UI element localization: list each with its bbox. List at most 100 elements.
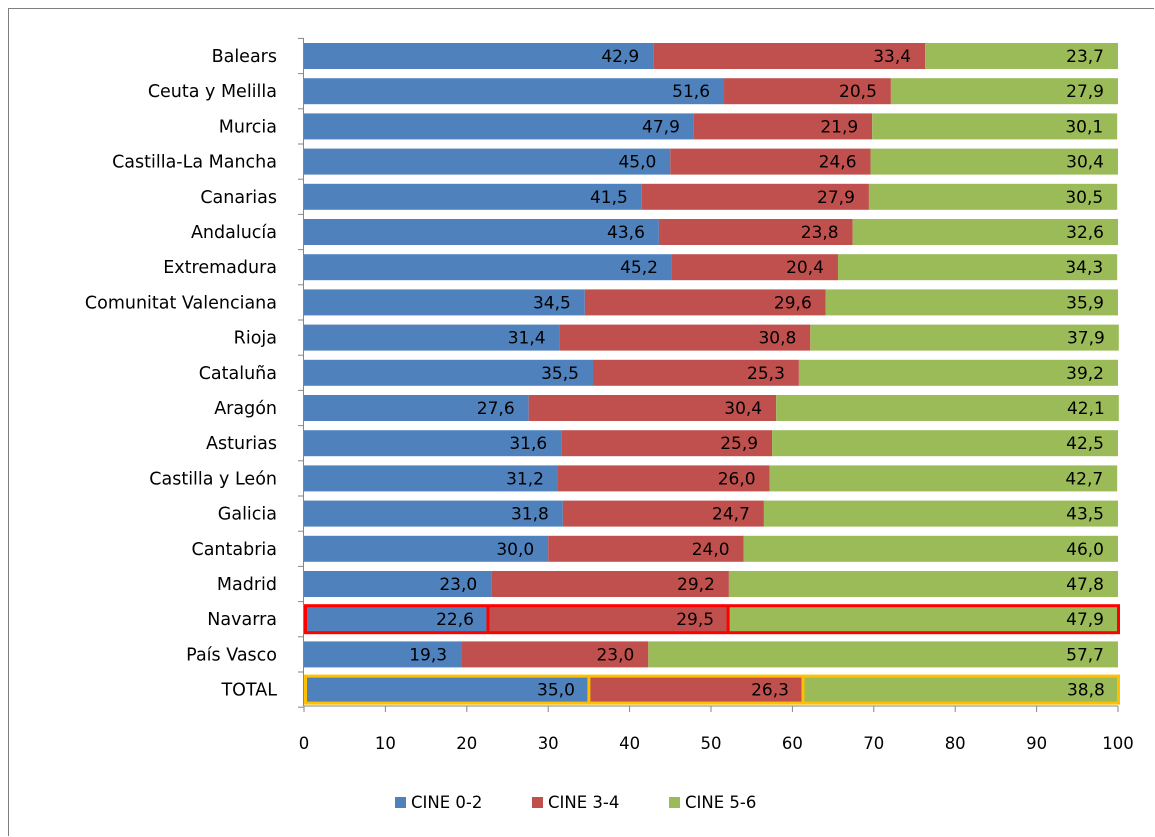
bar-cine-0-2-murcia — [304, 113, 694, 140]
bar-cine-5-6-castilla-la-mancha — [870, 148, 1118, 175]
bar-cine-5-6-comunitat-valenciana — [825, 289, 1118, 316]
x-tick-label: 40 — [619, 734, 640, 753]
bar-cine-3-4-castilla-la-mancha — [670, 148, 871, 175]
bar-cine-0-2-aragon — [304, 395, 529, 421]
category-label-rioja: Rioja — [234, 329, 277, 349]
data-label-cine-0-2-comunitat-valenciana: 34,5 — [533, 293, 571, 313]
legend-swatch-cine-0-2 — [395, 797, 406, 808]
data-label-cine-5-6-murcia: 30,1 — [1065, 117, 1103, 137]
bar-cine-5-6-ceuta-y-melilla — [890, 78, 1118, 105]
category-label-asturias: Asturias — [206, 434, 277, 454]
data-label-cine-5-6-cantabria: 46,0 — [1066, 540, 1104, 560]
data-label-cine-3-4-cataluna: 25,3 — [747, 364, 785, 384]
data-label-cine-3-4-andalucia: 23,8 — [801, 223, 839, 243]
bar-cine-0-2-pais-vasco — [304, 641, 462, 668]
bar-cine-3-4-comunitat-valenciana — [584, 289, 826, 316]
data-label-cine-5-6-asturias: 42,5 — [1066, 434, 1104, 454]
chart-frame — [8, 8, 1154, 836]
data-label-cine-0-2-extremadura: 45,2 — [620, 258, 658, 278]
data-label-cine-3-4-extremadura: 20,4 — [786, 258, 824, 278]
data-label-cine-5-6-ceuta-y-melilla: 27,9 — [1066, 82, 1104, 102]
bar-cine-0-2-andalucia — [304, 219, 659, 245]
category-label-extremadura: Extremadura — [163, 258, 277, 278]
data-label-cine-0-2-canarias: 41,5 — [590, 188, 628, 208]
bar-cine-0-2-galicia — [304, 500, 563, 527]
data-label-cine-5-6-balears: 23,7 — [1066, 47, 1104, 67]
bar-cine-3-4-madrid — [491, 571, 729, 597]
x-tick-label: 10 — [375, 734, 396, 753]
bar-cine-0-2-ceuta-y-melilla — [304, 78, 725, 105]
bar-cine-0-2-cataluna — [304, 359, 593, 386]
bar-cine-5-6-andalucia — [852, 219, 1118, 245]
category-label-total: TOTAL — [220, 681, 277, 701]
data-label-cine-5-6-castilla-la-mancha: 30,4 — [1066, 153, 1104, 173]
category-label-galicia: Galicia — [218, 505, 277, 525]
bar-cine-3-4-murcia — [693, 113, 873, 140]
data-label-cine-3-4-canarias: 27,9 — [817, 188, 855, 208]
data-label-cine-0-2-castilla-la-mancha: 45,0 — [618, 153, 656, 173]
x-tick-label: 60 — [782, 734, 803, 753]
data-label-cine-5-6-madrid: 47,8 — [1066, 575, 1104, 595]
data-label-cine-0-2-cataluna: 35,5 — [541, 364, 579, 384]
data-label-cine-3-4-murcia: 21,9 — [820, 117, 858, 137]
data-label-cine-3-4-comunitat-valenciana: 29,6 — [774, 293, 812, 313]
x-tick-label: 70 — [863, 734, 884, 753]
data-label-cine-5-6-comunitat-valenciana: 35,9 — [1066, 293, 1104, 313]
data-label-cine-0-2-galicia: 31,8 — [511, 505, 549, 525]
data-label-cine-5-6-galicia: 43,5 — [1066, 505, 1104, 525]
bar-cine-5-6-murcia — [872, 113, 1118, 140]
bar-cine-5-6-cantabria — [743, 535, 1118, 562]
bar-cine-0-2-madrid — [304, 571, 492, 597]
bar-cine-3-4-asturias — [561, 430, 773, 457]
highlight-outline-navarra — [304, 604, 1120, 635]
data-label-cine-5-6-canarias: 30,5 — [1065, 188, 1103, 208]
category-label-castilla-la-mancha: Castilla-La Mancha — [112, 153, 277, 173]
x-tick-label: 30 — [538, 734, 559, 753]
data-label-cine-0-2-murcia: 47,9 — [642, 117, 680, 137]
data-label-cine-3-4-asturias: 25,9 — [720, 434, 758, 454]
bar-cine-5-6-madrid — [728, 571, 1118, 597]
bar-cine-0-2-asturias — [304, 430, 562, 457]
category-label-murcia: Murcia — [219, 117, 277, 137]
bar-cine-0-2-cantabria — [304, 535, 549, 562]
bar-cine-3-4-castilla-y-leon — [557, 465, 770, 492]
data-label-cine-0-2-balears: 42,9 — [601, 47, 639, 67]
bar-cine-0-2-extremadura — [304, 254, 672, 281]
legend-label-cine-0-2: CINE 0-2 — [411, 793, 482, 812]
data-label-cine-5-6-extremadura: 34,3 — [1065, 258, 1103, 278]
bar-cine-5-6-navarra — [728, 606, 1118, 633]
legend-label-cine-3-4: CINE 3-4 — [548, 793, 619, 812]
data-label-cine-3-4-aragon: 30,4 — [724, 399, 762, 419]
x-tick-label: 100 — [1102, 734, 1134, 753]
bar-cine-3-4-cataluna — [592, 359, 799, 386]
x-tick-label: 80 — [945, 734, 966, 753]
data-label-cine-0-2-andalucia: 43,6 — [607, 223, 645, 243]
bar-cine-5-6-aragon — [776, 395, 1119, 421]
x-tick-label: 20 — [456, 734, 477, 753]
category-label-madrid: Madrid — [217, 575, 277, 595]
legend-label-cine-5-6: CINE 5-6 — [685, 793, 756, 812]
data-label-cine-0-2-madrid: 23,0 — [439, 575, 477, 595]
bar-cine-5-6-extremadura — [837, 254, 1118, 281]
data-label-cine-5-6-aragon: 42,1 — [1067, 399, 1105, 419]
bar-cine-5-6-balears — [925, 43, 1118, 69]
bar-cine-0-2-canarias — [304, 183, 642, 210]
data-label-cine-5-6-pais-vasco: 57,7 — [1066, 645, 1104, 665]
data-label-cine-0-2-navarra: 22,6 — [436, 610, 474, 630]
data-label-cine-5-6-navarra: 47,9 — [1066, 610, 1104, 630]
data-label-cine-5-6-total: 38,8 — [1067, 681, 1105, 701]
bar-cine-5-6-galicia — [763, 500, 1118, 527]
bar-cine-0-2-balears — [304, 43, 654, 69]
category-label-navarra: Navarra — [207, 610, 277, 630]
bar-cine-3-4-aragon — [528, 395, 777, 421]
highlight-outline-total — [304, 674, 1120, 705]
category-label-aragon: Aragón — [214, 399, 277, 419]
category-label-andalucia: Andalucía — [191, 223, 277, 243]
data-label-cine-3-4-madrid: 29,2 — [677, 575, 715, 595]
legend-swatch-cine-3-4 — [532, 797, 543, 808]
data-label-cine-3-4-rioja: 30,8 — [758, 329, 796, 349]
bar-cine-0-2-rioja — [304, 324, 560, 351]
bar-cine-0-2-castilla-y-leon — [304, 465, 558, 492]
bar-cine-5-6-cataluna — [798, 359, 1118, 386]
